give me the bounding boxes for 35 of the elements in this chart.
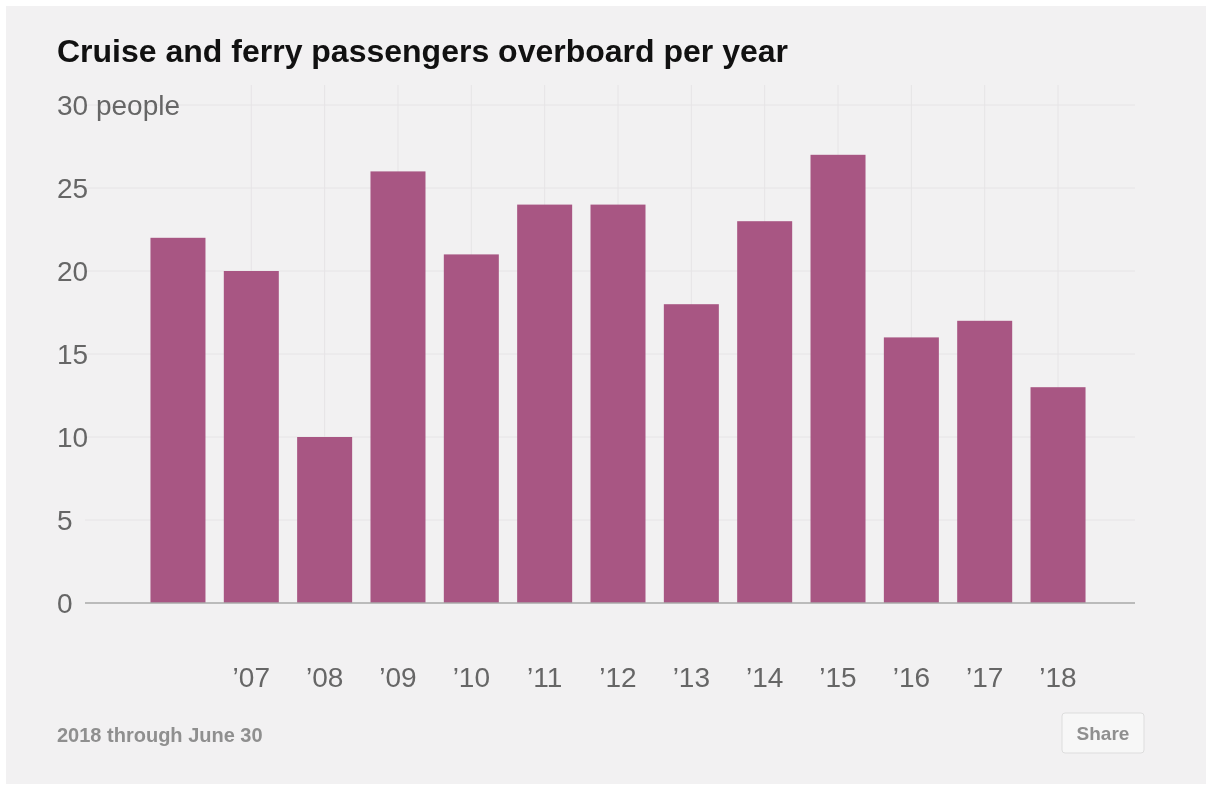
bar — [590, 204, 646, 603]
y-tick-label: 10 — [57, 421, 89, 453]
chart-title: Cruise and ferry passengers overboard per year — [57, 33, 788, 69]
bar — [443, 254, 499, 603]
bar — [223, 271, 279, 603]
x-tick-label: ’17 — [966, 662, 1004, 693]
x-tick-label: ’16 — [892, 662, 931, 693]
bar — [883, 337, 939, 603]
x-tick-label: ’08 — [305, 662, 344, 693]
text: 2018 through June 30 — [57, 724, 263, 746]
bar — [957, 320, 1013, 603]
y-tick-label: 0 — [57, 587, 73, 619]
text: Share — [1076, 723, 1130, 744]
y-tick-label: 15 — [57, 338, 89, 370]
y-tick-label: 25 — [57, 172, 89, 204]
x-tick-label: ’12 — [599, 662, 637, 693]
bar — [737, 221, 793, 603]
bar — [1030, 387, 1086, 603]
x-tick-label: ’07 — [232, 662, 270, 693]
bar — [150, 237, 206, 603]
x-tick-label: ’18 — [1039, 662, 1077, 693]
bar — [517, 204, 573, 603]
bar — [663, 304, 719, 603]
x-tick-label: ’13 — [672, 662, 711, 693]
bar — [297, 437, 353, 603]
y-tick-label: 20 — [57, 255, 89, 287]
x-tick-label: ’15 — [819, 662, 857, 693]
bar — [810, 154, 866, 603]
y-tick-label: 5 — [57, 504, 73, 536]
x-tick-label: ’14 — [745, 662, 784, 693]
x-tick-label: ’10 — [452, 662, 491, 693]
x-tick-label: ’09 — [379, 662, 417, 693]
x-tick-label: ’11 — [527, 662, 563, 693]
y-tick-label: 30 people — [57, 89, 181, 121]
bar — [370, 171, 426, 603]
